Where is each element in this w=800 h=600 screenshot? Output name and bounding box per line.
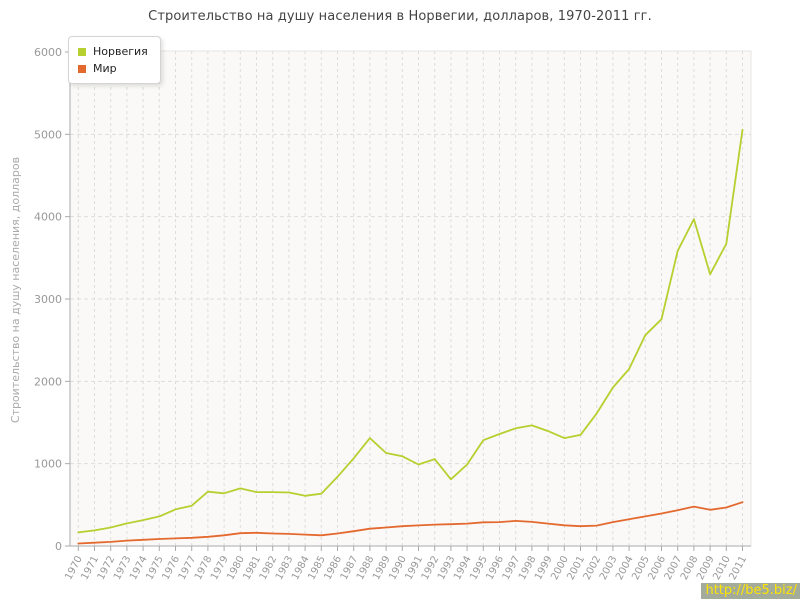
y-tick-label: 6000 [34, 46, 62, 59]
watermark-link[interactable]: http://be5.biz/ [701, 583, 800, 599]
y-tick-label: 5000 [34, 128, 62, 141]
plot-area [69, 50, 752, 547]
chart-title: Строительство на душу населения в Норвег… [148, 9, 652, 24]
norway-line [77, 128, 744, 534]
legend-swatch-world [78, 64, 86, 73]
legend-label-world: Мир [93, 62, 117, 75]
y-tick-label: 0 [55, 540, 62, 553]
y-tick-label: 3000 [34, 293, 62, 306]
world-line [77, 501, 744, 545]
y-tick-label: 2000 [34, 375, 62, 388]
legend-item-norway: Норвегия [78, 43, 148, 60]
legend-swatch-norway [78, 47, 86, 56]
legend: Норвегия Мир [68, 36, 161, 84]
y-tick-label: 4000 [34, 211, 62, 224]
legend-label-norway: Норвегия [93, 45, 148, 58]
legend-item-world: Мир [78, 60, 148, 77]
y-tick-label: 1000 [34, 458, 62, 471]
